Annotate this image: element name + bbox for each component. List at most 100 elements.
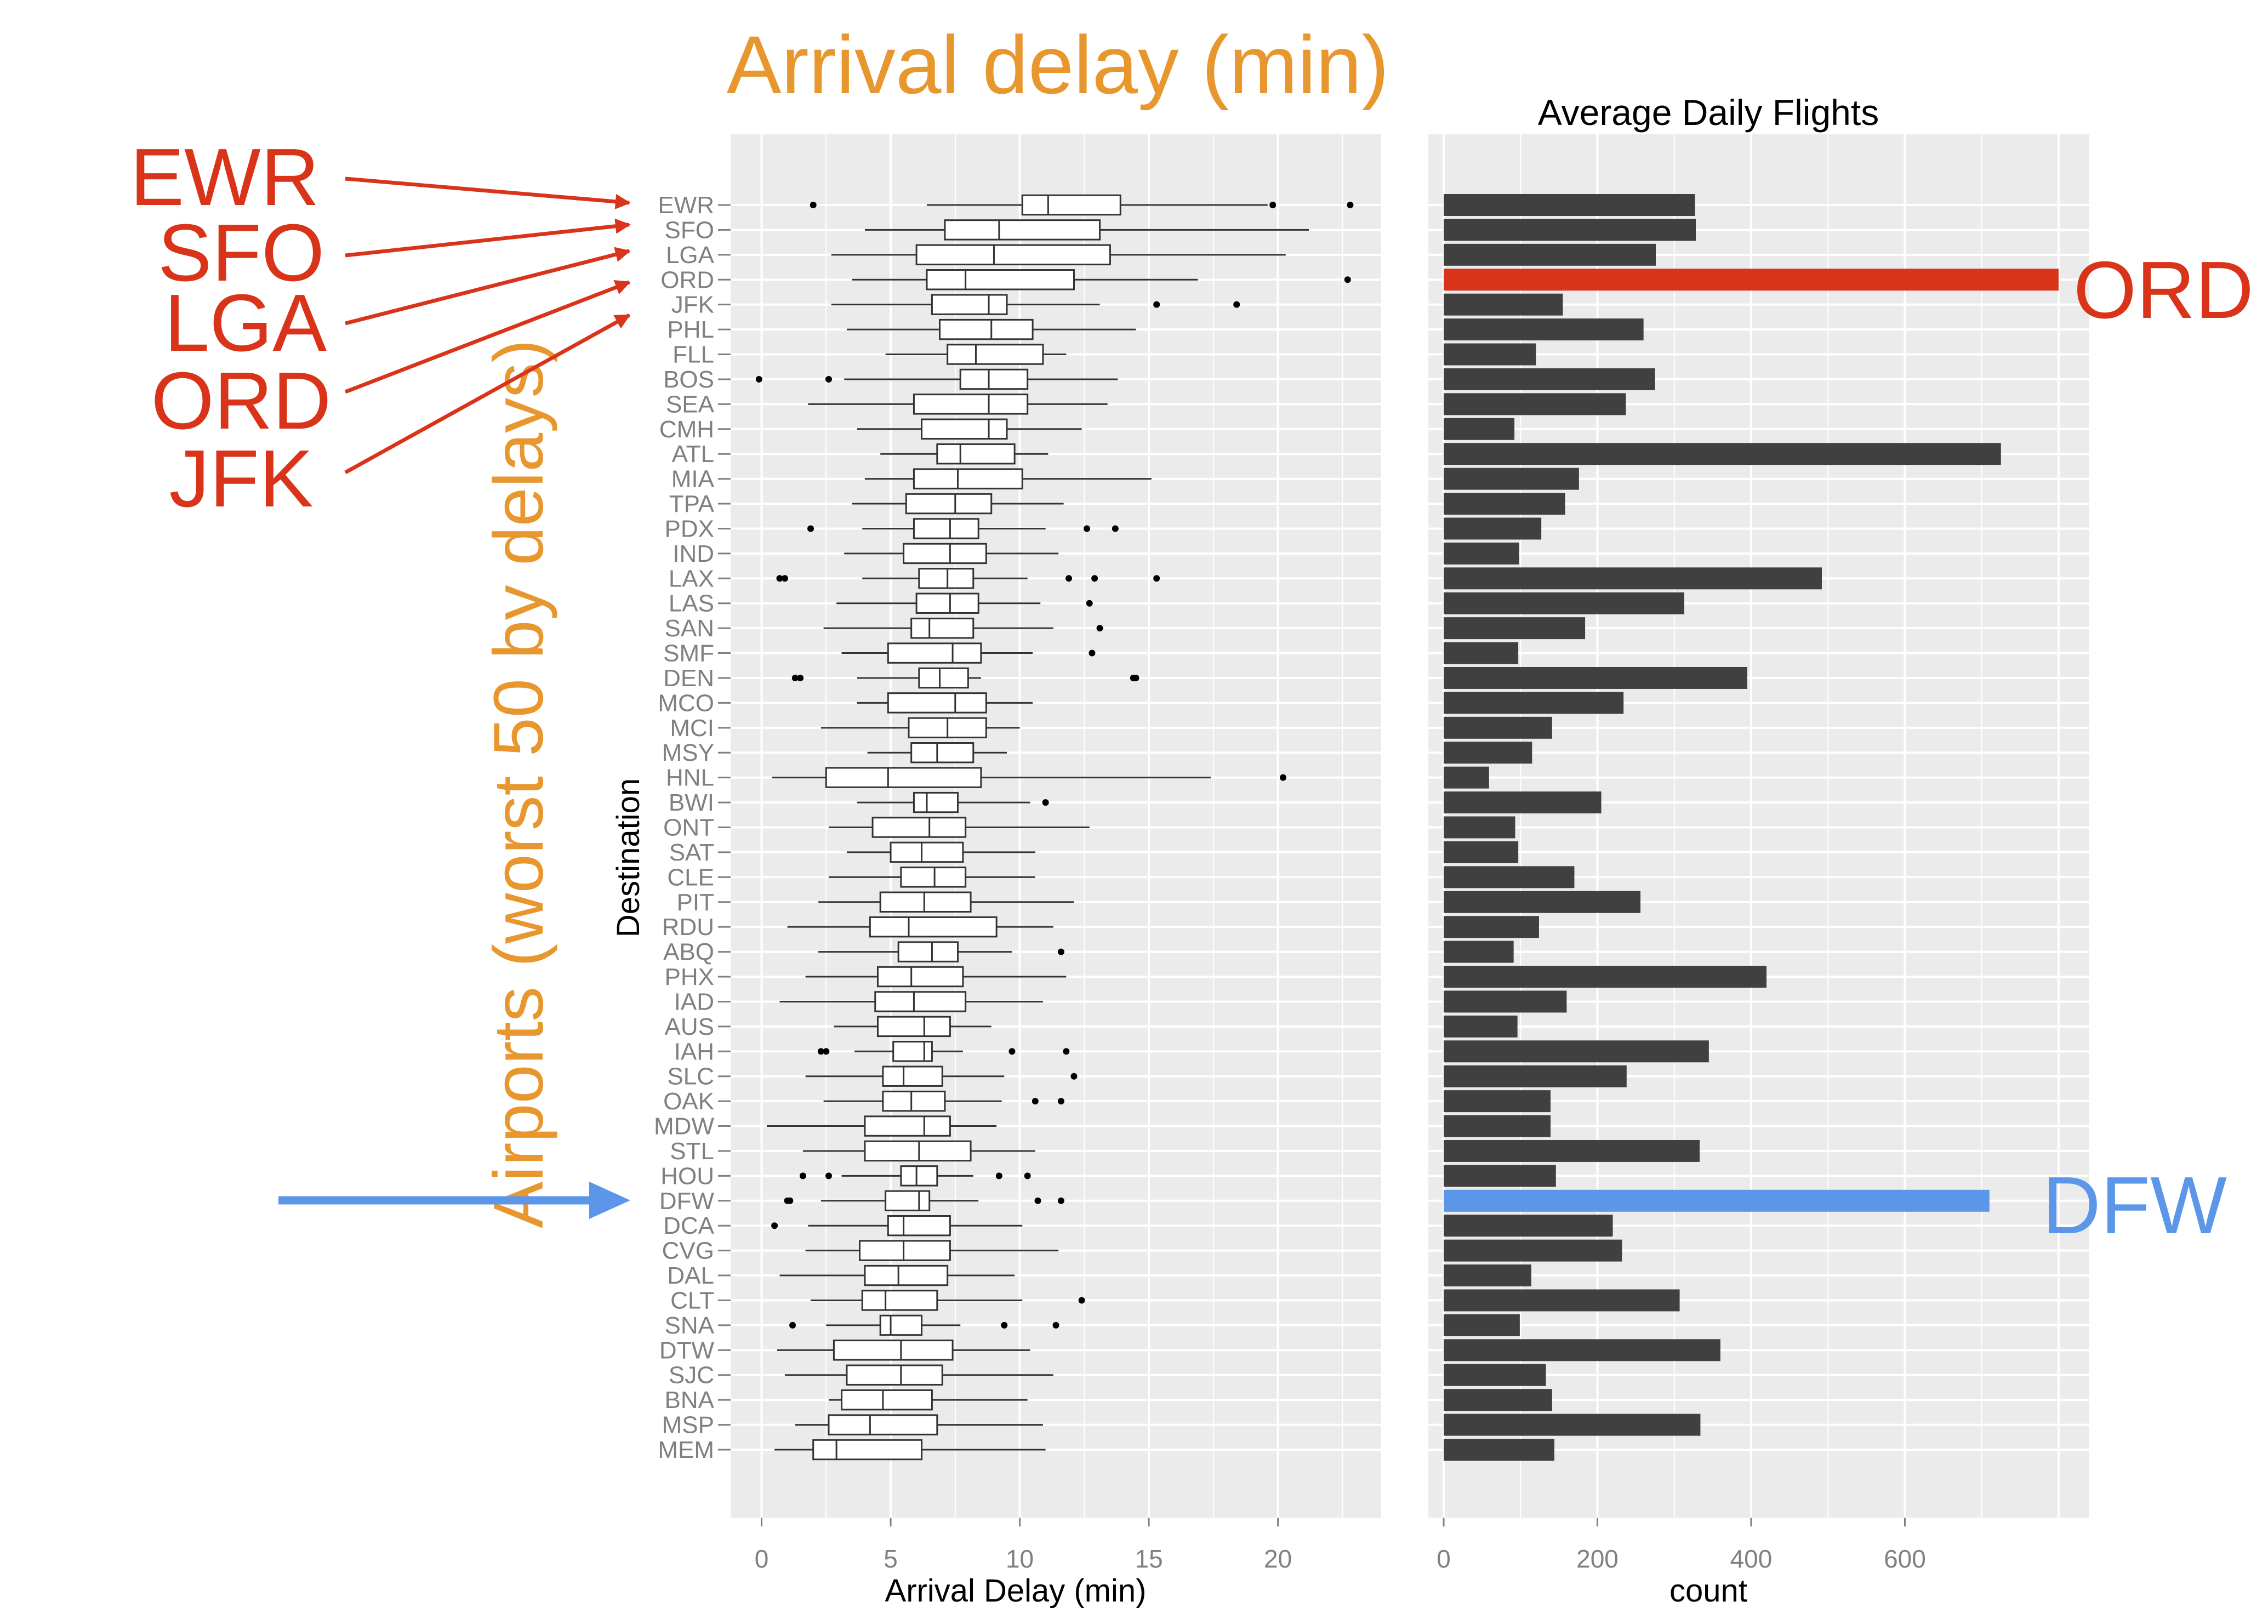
bar-bna xyxy=(1444,1389,1552,1411)
bar-mci xyxy=(1444,716,1552,739)
bar-panel: 0 200 400 600 Average Daily Flights count xyxy=(1428,92,2089,1609)
bar-msp xyxy=(1444,1414,1701,1436)
box-x-tick-10: 10 xyxy=(1006,1545,1034,1573)
bar-hnl xyxy=(1444,766,1489,789)
bar-x-tick-0: 0 xyxy=(1437,1545,1451,1573)
outlier-dca xyxy=(771,1222,778,1229)
box-mco xyxy=(887,692,987,714)
bar-mem xyxy=(1444,1439,1554,1461)
box-msy xyxy=(910,742,975,763)
box-den xyxy=(918,667,969,689)
box-lax xyxy=(918,568,975,589)
outlier-sna xyxy=(1052,1321,1059,1329)
box-jfk xyxy=(931,294,1008,315)
headline: Arrival delay (min) xyxy=(727,19,1389,111)
box-sea xyxy=(913,394,1029,415)
outlier-dfw xyxy=(787,1197,794,1204)
outlier-iah xyxy=(817,1048,824,1055)
bar-smf xyxy=(1444,642,1519,664)
outlier-las xyxy=(1086,600,1093,607)
outlier-oak xyxy=(1057,1098,1064,1105)
box-bos xyxy=(959,368,1029,390)
y-tick-dca: DCA xyxy=(663,1212,715,1239)
outlier-ewr xyxy=(1347,202,1354,208)
boxplot-y-axis-label: Destination xyxy=(611,778,646,937)
box-bwi xyxy=(913,791,959,813)
y-tick-iad: IAD xyxy=(674,988,714,1015)
y-tick-cle: CLE xyxy=(667,864,714,891)
box-fll xyxy=(947,344,1044,365)
y-tick-san: SAN xyxy=(665,615,714,642)
outlier-abq xyxy=(1057,948,1064,955)
y-tick-hou: HOU xyxy=(660,1163,714,1189)
outlier-bos xyxy=(825,375,832,383)
outlier-hou xyxy=(825,1172,832,1179)
y-tick-bwi: BWI xyxy=(669,789,714,816)
bar-x-tick-labels: 0 200 400 600 xyxy=(1437,1518,1926,1573)
box-cle xyxy=(900,867,967,888)
box-san xyxy=(910,617,975,639)
bar-ewr xyxy=(1444,194,1695,216)
bar-fll xyxy=(1444,343,1536,366)
box-dal xyxy=(864,1264,949,1286)
bar-cle xyxy=(1444,866,1575,888)
box-las xyxy=(915,592,979,614)
outlier-iah xyxy=(1008,1048,1016,1055)
y-tick-cvg: CVG xyxy=(662,1238,714,1264)
callout-ord-right: ORD xyxy=(2073,245,2254,335)
outlier-ewr xyxy=(1269,202,1277,208)
box-hou xyxy=(900,1165,938,1187)
outlier-ord xyxy=(1344,276,1351,283)
y-tick-sea: SEA xyxy=(666,391,715,418)
side-label: Airports (worst 50 by delays) xyxy=(480,339,558,1228)
box-abq xyxy=(897,941,959,962)
bar-dfw xyxy=(1444,1189,1990,1212)
outlier-hou xyxy=(1024,1172,1031,1179)
boxplot-x-tick-labels: 0 5 10 15 20 xyxy=(755,1518,1292,1573)
y-tick-abq: ABQ xyxy=(663,939,714,966)
bar-dal xyxy=(1444,1264,1531,1287)
y-tick-slc: SLC xyxy=(667,1063,714,1090)
box-dca xyxy=(887,1215,951,1236)
y-tick-rdu: RDU xyxy=(662,914,714,941)
dfw-arrow-head xyxy=(589,1182,630,1219)
bar-phx xyxy=(1444,966,1767,988)
bar-ord xyxy=(1444,269,2059,291)
box-x-tick-5: 5 xyxy=(884,1545,898,1573)
bar-panel-background xyxy=(1428,134,2089,1518)
y-tick-mem: MEM xyxy=(658,1437,714,1463)
outlier-pdx xyxy=(1112,525,1119,532)
y-tick-lga: LGA xyxy=(666,242,715,269)
y-tick-den: DEN xyxy=(663,665,714,692)
boxplot-panel-background xyxy=(731,134,1381,1518)
dfw-arrow xyxy=(278,1182,630,1219)
box-atl xyxy=(936,443,1016,465)
box-sfo xyxy=(944,219,1101,241)
bar-mdw xyxy=(1444,1115,1551,1137)
y-tick-sna: SNA xyxy=(665,1312,715,1339)
box-lga xyxy=(915,244,1111,266)
y-tick-pdx: PDX xyxy=(665,515,714,542)
bar-x-tick-600: 600 xyxy=(1884,1545,1926,1573)
box-pit xyxy=(879,891,972,913)
y-tick-msp: MSP xyxy=(662,1412,714,1439)
y-tick-phl: PHL xyxy=(667,316,714,343)
bar-abq xyxy=(1444,941,1514,963)
box-sna xyxy=(879,1314,923,1336)
bar-mia xyxy=(1444,468,1579,490)
outlier-den xyxy=(797,674,804,681)
outlier-hou xyxy=(799,1172,806,1179)
box-clt xyxy=(861,1290,938,1311)
y-tick-lax: LAX xyxy=(669,565,714,592)
bar-sea xyxy=(1444,393,1626,415)
box-dtw xyxy=(833,1340,954,1361)
bar-bwi xyxy=(1444,791,1602,814)
outlier-den xyxy=(1132,674,1139,681)
box-hnl xyxy=(825,767,982,788)
y-tick-dtw: DTW xyxy=(659,1337,715,1364)
bar-x-tick-400: 400 xyxy=(1730,1545,1773,1573)
bar-ont xyxy=(1444,816,1515,839)
box-cvg xyxy=(859,1240,951,1261)
outlier-bwi xyxy=(1042,799,1049,806)
